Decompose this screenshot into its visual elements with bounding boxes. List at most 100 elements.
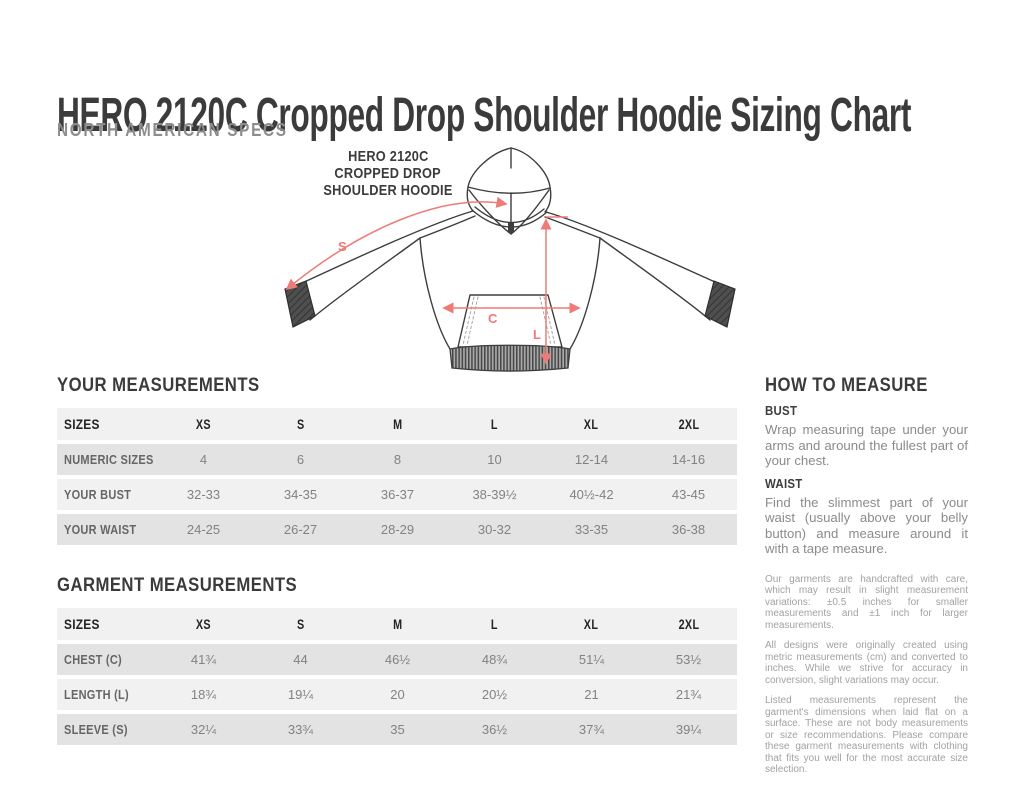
sleeve-left-top [286, 210, 474, 291]
column-header: XS [195, 416, 212, 432]
column-header: L [491, 416, 498, 432]
hoodie-diagram: S C L HERO 2120C CROPPED DROP SHOULDER H… [260, 140, 760, 380]
size-cell: 28-29 [380, 522, 415, 537]
size-cell: 20 [390, 687, 405, 702]
size-cell: 36-37 [380, 487, 415, 502]
row-label: YOUR BUST [64, 487, 132, 502]
size-cell: 48¾ [481, 652, 508, 667]
column-header: 2XL [678, 616, 699, 632]
pocket-stitching [462, 296, 556, 346]
size-cell: 18¾ [190, 687, 217, 702]
column-header: M [392, 616, 403, 632]
garment-measurements-heading: GARMENT MEASUREMENTS [57, 575, 298, 596]
body-right-side [569, 237, 601, 350]
hem-ribbing [449, 344, 571, 372]
size-cell: 21 [584, 687, 599, 702]
hood-face-opening [467, 186, 551, 194]
kangaroo-pocket [457, 294, 563, 348]
sleeve-right-bottom [599, 237, 711, 321]
column-header: M [392, 416, 403, 432]
your-measurements-heading: YOUR MEASUREMENTS [57, 375, 260, 396]
size-cell: 6 [296, 452, 305, 467]
drawstring-aglet [508, 222, 514, 233]
bust-subheading: BUST [765, 403, 798, 418]
garment-measurements-table: SIZES XS S M L XL 2XL CHEST (C) 41¾ 44 4… [57, 608, 737, 745]
chest-marker-label: C [488, 311, 498, 326]
size-cell: 32¼ [190, 722, 217, 737]
column-header: SIZES [64, 416, 100, 432]
column-header: 2XL [678, 416, 699, 432]
disclaimer-paragraph: Our garments are handcrafted with care, … [765, 573, 968, 631]
table-row: NUMERIC SIZES 4 6 8 10 12-14 14-16 [57, 444, 737, 475]
size-cell: 36½ [481, 722, 508, 737]
table-header-row: SIZES XS S M L XL 2XL [57, 608, 737, 640]
size-cell: 51¼ [578, 652, 605, 667]
table-row: YOUR WAIST 24-25 26-27 28-29 30-32 33-35… [57, 514, 737, 545]
size-cell: 4 [199, 452, 208, 467]
sleeve-marker-label: S [338, 239, 347, 254]
column-header: XS [195, 616, 212, 632]
column-header: XL [584, 416, 599, 432]
size-cell: 36-38 [671, 522, 706, 537]
size-cell: 39¼ [675, 722, 702, 737]
page-title: HERO 2120C Cropped Drop Shoulder Hoodie … [57, 89, 912, 143]
table-row: CHEST (C) 41¾ 44 46½ 48¾ 51¼ 53½ [57, 644, 737, 675]
table-row: SLEEVE (S) 32¼ 33¾ 35 36½ 37¾ 39¼ [57, 714, 737, 745]
size-cell: 34-35 [283, 487, 318, 502]
size-cell: 8 [393, 452, 402, 467]
column-header: L [491, 616, 498, 632]
disclaimer-paragraph: All designs were originally created usin… [765, 640, 968, 686]
length-marker-label: L [533, 327, 541, 342]
hoodie-line-art: S C L [284, 147, 736, 372]
size-cell: 21¾ [675, 687, 702, 702]
row-label: CHEST (C) [64, 652, 122, 667]
size-cell: 26-27 [283, 522, 318, 537]
size-cell: 53½ [675, 652, 702, 667]
how-to-measure-heading: HOW TO MEASURE [765, 375, 928, 396]
size-cell: 24-25 [186, 522, 221, 537]
size-cell: 14-16 [671, 452, 706, 467]
table-row: LENGTH (L) 18¾ 19¼ 20 20½ 21 21¾ [57, 679, 737, 710]
measurement-letters: S C L [338, 239, 541, 342]
body-left-side [419, 237, 451, 350]
size-cell: 44 [293, 652, 308, 667]
size-cell: 46½ [384, 652, 411, 667]
row-label: NUMERIC SIZES [64, 452, 154, 467]
size-cell: 30-32 [477, 522, 512, 537]
measurement-arrows [285, 196, 581, 365]
size-cell: 10 [487, 452, 502, 467]
column-header: XL [584, 616, 599, 632]
column-header: S [296, 616, 305, 632]
size-cell: 43-45 [671, 487, 706, 502]
column-header: S [296, 416, 305, 432]
size-cell: 40½-42 [569, 487, 614, 502]
hood-right-edge [510, 147, 552, 213]
measurement-tables: YOUR MEASUREMENTS SIZES XS S M L XL 2XL … [57, 376, 737, 745]
table-header-row: SIZES XS S M L XL 2XL [57, 408, 737, 440]
size-cell: 19¼ [287, 687, 314, 702]
how-to-measure-panel: HOW TO MEASURE BUST Wrap measuring tape … [765, 376, 968, 785]
disclaimer-paragraph: Listed measurements represent the garmen… [765, 695, 968, 775]
size-cell: 20½ [481, 687, 508, 702]
table-row: YOUR BUST 32-33 34-35 36-37 38-39½ 40½-4… [57, 479, 737, 510]
sleeve-arrow [285, 196, 508, 291]
cuff-right [704, 280, 736, 328]
size-cell: 37¾ [578, 722, 605, 737]
row-label: SLEEVE (S) [64, 722, 128, 737]
diagram-product-label: HERO 2120C CROPPED DROP SHOULDER HOODIE [323, 148, 453, 199]
column-header: SIZES [64, 616, 100, 632]
bust-instructions: Wrap measuring tape under your arms and … [765, 422, 968, 468]
size-cell: 41¾ [190, 652, 217, 667]
waist-instructions: Find the slimmest part of your waist (us… [765, 494, 968, 557]
row-label: LENGTH (L) [64, 687, 129, 702]
size-cell: 38-39½ [472, 487, 517, 502]
waist-subheading: WAIST [765, 475, 803, 491]
page-subtitle: NORTH AMERICAN SPECS [57, 120, 288, 140]
sleeve-left-bottom [309, 237, 421, 321]
row-label: YOUR WAIST [64, 522, 137, 537]
size-cell: 35 [390, 722, 405, 737]
size-cell: 12-14 [574, 452, 609, 467]
sleeve-right-top [545, 211, 734, 291]
size-cell: 33-35 [574, 522, 609, 537]
